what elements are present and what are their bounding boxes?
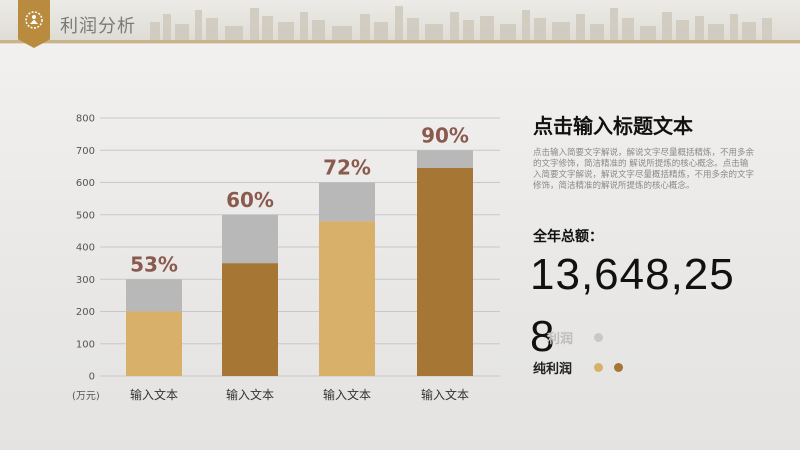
bar-profit-4: [417, 150, 473, 168]
bar-group: [126, 150, 473, 376]
y-tick-label: 400: [76, 243, 95, 254]
bar-profit-3: [319, 182, 375, 222]
bar-profit-2: [222, 214, 278, 264]
bar-net-profit-3: [319, 221, 375, 376]
y-tick-label: 700: [76, 146, 95, 157]
legend-net-profit: 纯利润: [533, 358, 572, 377]
annual-total-label: 全年总额：: [533, 229, 603, 245]
legend-net-profit-label: 纯利润: [533, 362, 573, 377]
profit-bar-chart: 0 100 200 300 400 500 600 700 800 (万元) 53% 输入文本 60…: [72, 114, 500, 402]
annual-total-value-overflow: 8: [530, 312, 555, 361]
bar-net-profit-4: [417, 167, 473, 376]
x-category-label-3: 输入文本: [323, 387, 371, 402]
y-tick-label: 500: [76, 210, 95, 221]
bar-percent-label-2: 60%: [226, 188, 274, 212]
y-axis-ticks: 0 100 200 300 400 500 600 700 800: [76, 114, 95, 383]
header-banner: [0, 0, 800, 44]
y-tick-label: 600: [76, 178, 95, 189]
panel-title[interactable]: 点击输入标题文本: [533, 114, 693, 138]
legend-profit: 利润: [547, 328, 573, 347]
y-tick-label: 200: [76, 307, 95, 318]
bar-percent-label-3: 72%: [323, 156, 371, 180]
panel-description[interactable]: 点击输入简要文字解说，解说文字尽量概括精炼，不用多余的文字修饰，简洁精准的 解说…: [533, 148, 755, 191]
legend-net-profit-dot-dark-icon: [614, 363, 623, 372]
legend-profit-dot-icon: [594, 333, 603, 342]
bar-net-profit-1: [126, 311, 182, 376]
logo-badge: [18, 0, 50, 48]
legend-net-profit-dot-light-icon: [594, 363, 603, 372]
y-tick-label: 800: [76, 114, 95, 125]
x-category-label-4: 输入文本: [421, 387, 469, 402]
city-skyline-graphic: [150, 6, 772, 40]
y-tick-label: 300: [76, 275, 95, 286]
bar-net-profit-2: [222, 263, 278, 376]
page-title: 利润分析: [60, 16, 136, 37]
bar-profit-1: [126, 279, 182, 312]
person-emblem-icon: [25, 11, 43, 29]
annual-total-value: 13,648,25: [530, 250, 735, 299]
y-tick-label: 100: [76, 339, 95, 350]
bar-percent-label-1: 53%: [130, 252, 178, 276]
x-category-label-2: 输入文本: [226, 387, 274, 402]
legend-profit-label: 利润: [547, 332, 574, 347]
y-axis-unit-label: (万元): [72, 391, 100, 402]
header-divider: [0, 40, 800, 43]
y-tick-label: 0: [89, 372, 95, 383]
bar-labels: 53% 输入文本 60% 输入文本 72% 输入文本 90% 输入文本: [130, 123, 469, 402]
bar-percent-label-4: 90%: [421, 123, 469, 147]
x-category-label-1: 输入文本: [130, 387, 178, 402]
